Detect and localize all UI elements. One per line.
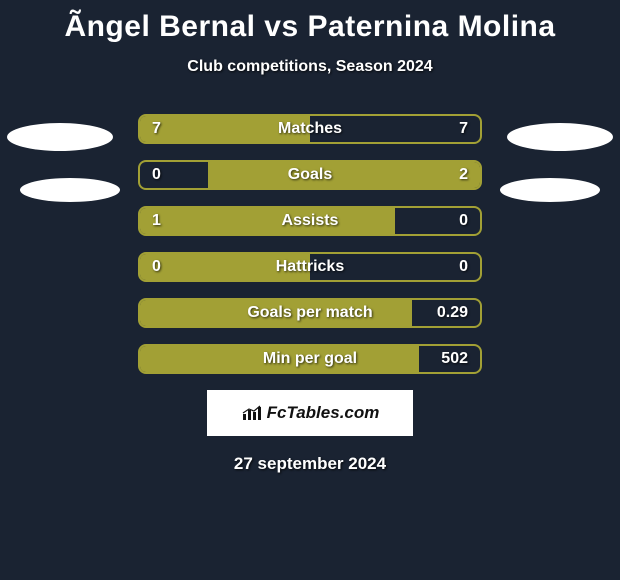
stat-text: Min per goal502 xyxy=(140,346,480,372)
stat-row: Goals per match0.29 xyxy=(138,298,482,328)
stat-text: 1Assists0 xyxy=(140,208,480,234)
stat-text: 0Goals2 xyxy=(140,162,480,188)
stat-row: 0Goals2 xyxy=(138,160,482,190)
stat-text: 7Matches7 xyxy=(140,116,480,142)
stat-row: 7Matches7 xyxy=(138,114,482,144)
attribution-text: FcTables.com xyxy=(267,403,380,423)
date-label: 27 september 2024 xyxy=(0,454,620,474)
stat-text: Goals per match0.29 xyxy=(140,300,480,326)
stat-label: Min per goal xyxy=(140,350,480,368)
stat-label: Goals xyxy=(140,166,480,184)
stat-text: 0Hattricks0 xyxy=(140,254,480,280)
page-title: Ãngel Bernal vs Paternina Molina xyxy=(0,0,620,44)
stat-label: Goals per match xyxy=(140,304,480,322)
stat-row: Min per goal502 xyxy=(138,344,482,374)
stat-label: Hattricks xyxy=(140,258,480,276)
stats-chart: 7Matches7 0Goals2 1Assists0 0Hattricks0 Goal… xyxy=(0,114,620,374)
chart-icon xyxy=(241,404,263,422)
attribution-badge[interactable]: FcTables.com xyxy=(207,390,413,436)
stat-row: 1Assists0 xyxy=(138,206,482,236)
stat-label: Matches xyxy=(140,120,480,138)
stat-label: Assists xyxy=(140,212,480,230)
page-subtitle: Club competitions, Season 2024 xyxy=(0,58,620,76)
stat-row: 0Hattricks0 xyxy=(138,252,482,282)
